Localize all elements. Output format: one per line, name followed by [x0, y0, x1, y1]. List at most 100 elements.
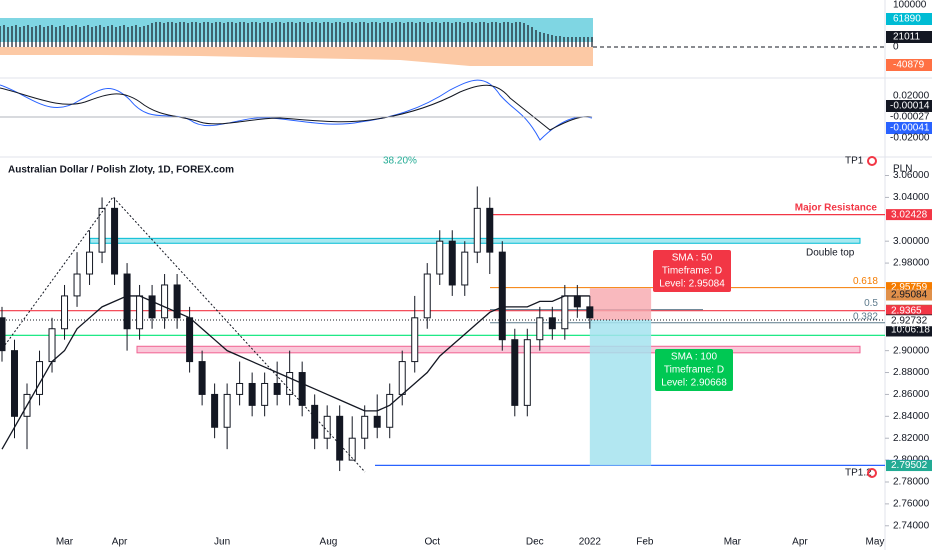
candle-body: [423, 273, 431, 319]
candle-body: [73, 273, 81, 297]
annotation: 38.20%: [383, 156, 417, 167]
candle-body: [98, 207, 106, 253]
annotation: TP1: [845, 156, 864, 167]
callout-text: SMA : 100: [671, 352, 718, 363]
stop-zone: [589, 288, 652, 320]
price-tag-label: 2.92732: [891, 315, 928, 326]
price-tag: [886, 460, 932, 472]
price-tag: [886, 315, 932, 327]
indicator-label: 0.02000: [893, 91, 930, 102]
x-tick-label: Mar: [56, 537, 74, 548]
indicator-tag: [886, 100, 932, 112]
candle-body: [48, 328, 56, 363]
candle-body: [373, 415, 381, 428]
y-tick-label: 2.78000: [893, 477, 930, 488]
callout-box: [653, 250, 731, 292]
target-icon: [867, 156, 877, 166]
price-tag: [886, 282, 932, 294]
candle-body: [86, 251, 94, 275]
sma-line: [1, 295, 590, 450]
target-icon: [867, 468, 877, 478]
y-tick-label: 3.00000: [893, 236, 930, 247]
y-tick-label: 2.90000: [893, 345, 930, 356]
x-tick-label: Mar: [724, 537, 742, 548]
candle-body: [573, 295, 581, 308]
currency: PLN: [893, 164, 912, 175]
candle-body: [311, 404, 319, 439]
callout-text: Level: 2.90668: [661, 378, 727, 389]
candle-body: [486, 207, 494, 253]
candle-body: [511, 339, 519, 406]
candle-body: [336, 415, 344, 461]
plot: Major Resistance 0.618 0.5 0.382: [0, 186, 885, 472]
candle-body: [273, 382, 281, 395]
candle-body: [498, 251, 506, 341]
zone: [136, 345, 861, 354]
candle-body: [223, 393, 231, 428]
candle-body: [236, 382, 244, 395]
indicator-tag: [886, 122, 932, 134]
indicator-tag: [886, 59, 932, 71]
candle-body: [548, 317, 556, 330]
candle-body: [148, 295, 156, 319]
callout: SMA : 50 Timeframe: D Level: 2.95084: [653, 250, 731, 292]
macd-line: [0, 79, 593, 141]
x-tick-label: Feb: [636, 537, 654, 548]
y-tick-label: 2.82000: [893, 433, 930, 444]
price-tag-label: 2.95759: [891, 282, 928, 293]
candle-body: [461, 251, 469, 286]
indicator-tag: [886, 13, 932, 25]
candle-body: [136, 295, 144, 330]
price-tag-label: 2.9365: [891, 305, 922, 316]
callout-text: Timeframe: D: [662, 266, 722, 277]
indicator-label: 0: [893, 42, 899, 53]
signal-line: [0, 84, 593, 131]
indicator-label: 100000: [893, 0, 927, 11]
y-tick-label: 3.04000: [893, 192, 930, 203]
indicator-label: -0.02000: [890, 133, 930, 144]
x-tick-label: Oct: [424, 537, 440, 548]
candle-body: [248, 382, 256, 406]
callout: SMA : 100 Timeframe: D Level: 2.90668: [655, 349, 733, 391]
callout-text: SMA : 50: [672, 253, 713, 264]
candle-body: [123, 273, 131, 330]
candle-body: [61, 295, 69, 330]
candle-body: [198, 361, 206, 395]
candle-body: [348, 437, 356, 461]
price-tag-label: 2.79502: [891, 460, 928, 471]
candle-body: [173, 284, 181, 319]
candle-body: [448, 240, 456, 286]
indicator-axis: 100000 61890 21011 0 -40879 0.02000 -0.0…: [886, 0, 932, 144]
x-tick-label: Aug: [320, 537, 338, 548]
candle-body: [36, 361, 44, 395]
fib-label: 0.5: [864, 298, 878, 309]
pattern-drawing: [4, 196, 366, 473]
y-tick-label: 3.06000: [893, 170, 930, 181]
price-tag: [886, 209, 932, 221]
indicator-label: -0.00041: [890, 123, 930, 134]
fib-label: 0.382: [853, 311, 878, 322]
candle-body: [323, 415, 331, 439]
y-tick-label: 2.88000: [893, 367, 930, 378]
candle-body: [473, 207, 481, 253]
indicator-label: -0.00027: [890, 112, 930, 123]
fib-label: 0.618: [853, 276, 878, 287]
candle-body: [298, 372, 306, 406]
x-tick-label: 2022: [579, 537, 602, 548]
price-tag: [886, 289, 932, 301]
annotation: Double top: [806, 248, 855, 259]
x-tick-label: May: [866, 537, 885, 548]
indicator-label: 61890: [893, 14, 921, 25]
price-tag-label: 2.95084: [891, 290, 928, 301]
volume-band-neg: [0, 47, 593, 66]
candle-body: [523, 339, 531, 406]
candle-body: [211, 393, 219, 428]
x-tick-label: Dec: [526, 537, 544, 548]
target-zone: [589, 319, 652, 466]
candle-body: [561, 295, 569, 330]
volume-bars: [0, 22, 593, 47]
y-tick-label: 2.76000: [893, 499, 930, 510]
candle-body: [386, 393, 394, 428]
candle-body: [398, 361, 406, 395]
